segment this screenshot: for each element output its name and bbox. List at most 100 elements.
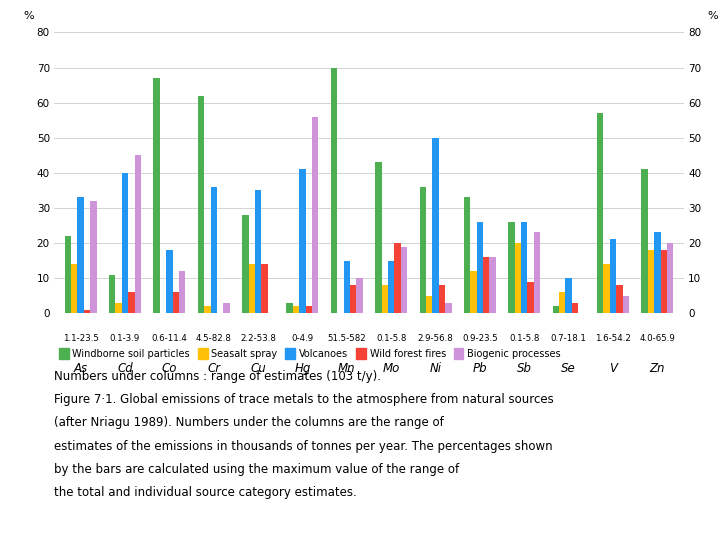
Bar: [375, 163, 382, 313]
Bar: [395, 243, 401, 313]
Text: Numbers under columns : range of estimates (103 t/y).: Numbers under columns : range of estimat…: [54, 370, 381, 383]
Text: Zn: Zn: [649, 362, 665, 375]
Text: Pb: Pb: [472, 362, 487, 375]
Bar: [483, 257, 490, 313]
Bar: [179, 271, 185, 313]
Text: 0.1-5.8: 0.1-5.8: [376, 334, 406, 343]
Bar: [642, 170, 648, 313]
Text: Cd: Cd: [117, 362, 133, 375]
Text: the total and individual source category estimates.: the total and individual source category…: [54, 486, 356, 499]
Bar: [508, 222, 515, 313]
Bar: [490, 257, 496, 313]
Text: Cr: Cr: [207, 362, 220, 375]
Text: (after Nriagu 1989). Numbers under the columns are the range of: (after Nriagu 1989). Numbers under the c…: [54, 416, 444, 429]
Bar: [553, 306, 559, 313]
Bar: [660, 250, 667, 313]
Bar: [312, 117, 318, 313]
Text: Se: Se: [562, 362, 576, 375]
Text: 0.7-18.1: 0.7-18.1: [551, 334, 587, 343]
Text: 0-4.9: 0-4.9: [292, 334, 313, 343]
Bar: [78, 197, 84, 313]
Bar: [572, 302, 578, 313]
Bar: [84, 310, 90, 313]
Bar: [470, 271, 477, 313]
Bar: [65, 236, 71, 313]
Bar: [464, 197, 470, 313]
Bar: [438, 285, 445, 313]
Bar: [610, 240, 616, 313]
Bar: [603, 264, 610, 313]
Text: 4.0-65.9: 4.0-65.9: [639, 334, 675, 343]
Bar: [477, 222, 483, 313]
Bar: [648, 250, 654, 313]
Bar: [293, 306, 300, 313]
Bar: [515, 243, 521, 313]
Bar: [300, 170, 306, 313]
Bar: [210, 187, 217, 313]
Text: 1.1-23.5: 1.1-23.5: [63, 334, 99, 343]
Bar: [331, 68, 337, 313]
Bar: [420, 187, 426, 313]
Bar: [242, 215, 248, 313]
Bar: [261, 264, 268, 313]
Bar: [597, 113, 603, 313]
Text: Cu: Cu: [251, 362, 266, 375]
Bar: [128, 292, 135, 313]
Bar: [445, 302, 451, 313]
Text: %: %: [24, 11, 34, 21]
Bar: [173, 292, 179, 313]
Bar: [343, 261, 350, 313]
Legend: Windborne soil particles, Seasalt spray, Volcanoes, Wild forest fires, Biogenic : Windborne soil particles, Seasalt spray,…: [59, 348, 561, 359]
Bar: [204, 306, 210, 313]
Text: 0.1-5.8: 0.1-5.8: [509, 334, 539, 343]
Bar: [198, 96, 204, 313]
Bar: [115, 302, 122, 313]
Bar: [528, 282, 534, 313]
Text: Mo: Mo: [382, 362, 400, 375]
Bar: [153, 78, 160, 313]
Bar: [616, 285, 623, 313]
Bar: [426, 296, 432, 313]
Bar: [166, 250, 173, 313]
Text: Sb: Sb: [517, 362, 532, 375]
Bar: [306, 306, 312, 313]
Bar: [388, 261, 395, 313]
Bar: [109, 275, 115, 313]
Text: 2.2-53.8: 2.2-53.8: [240, 334, 276, 343]
Text: 0.9-23.5: 0.9-23.5: [462, 334, 498, 343]
Text: Figure 7·1. Global emissions of trace metals to the atmosphere from natural sour: Figure 7·1. Global emissions of trace me…: [54, 393, 554, 406]
Text: by the bars are calculated using the maximum value of the range of: by the bars are calculated using the max…: [54, 463, 459, 476]
Bar: [521, 222, 528, 313]
Bar: [350, 285, 356, 313]
Text: 2.9-56.8: 2.9-56.8: [418, 334, 454, 343]
Text: 1.6-54.2: 1.6-54.2: [595, 334, 631, 343]
Bar: [534, 232, 540, 313]
Bar: [565, 278, 572, 313]
Text: V: V: [609, 362, 617, 375]
Bar: [623, 296, 629, 313]
Bar: [559, 292, 565, 313]
Text: Hg: Hg: [294, 362, 310, 375]
Bar: [667, 243, 673, 313]
Text: As: As: [73, 362, 88, 375]
Text: 51.5-582: 51.5-582: [328, 334, 366, 343]
Bar: [223, 302, 230, 313]
Text: Co: Co: [161, 362, 177, 375]
Text: 4.5-82.8: 4.5-82.8: [196, 334, 232, 343]
Bar: [255, 191, 261, 313]
Bar: [654, 232, 660, 313]
Bar: [432, 138, 438, 313]
Text: 0.1-3.9: 0.1-3.9: [110, 334, 140, 343]
Bar: [248, 264, 255, 313]
Bar: [356, 278, 363, 313]
Text: Ni: Ni: [430, 362, 441, 375]
Bar: [90, 201, 96, 313]
Text: estimates of the emissions in thousands of tonnes per year. The percentages show: estimates of the emissions in thousands …: [54, 440, 553, 453]
Bar: [382, 285, 388, 313]
Bar: [287, 302, 293, 313]
Bar: [122, 173, 128, 313]
Bar: [135, 156, 141, 313]
Text: %: %: [707, 11, 718, 21]
Bar: [401, 246, 407, 313]
Text: Mn: Mn: [338, 362, 356, 375]
